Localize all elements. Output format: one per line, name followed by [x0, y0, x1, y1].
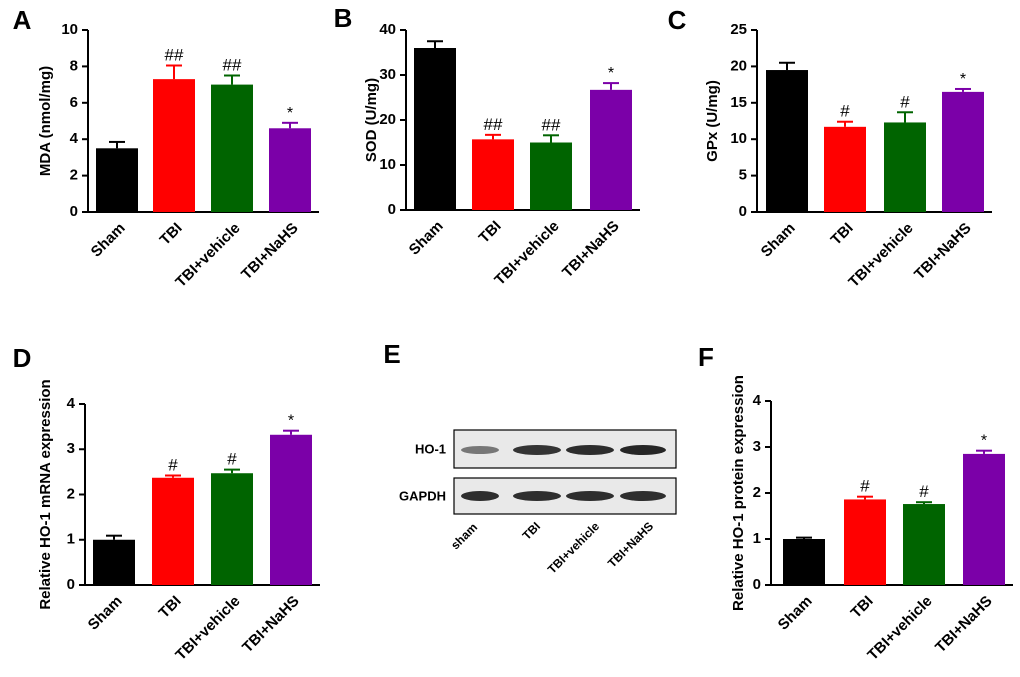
- y-axis-label: Relative HO-1 mRNA expression: [37, 379, 54, 609]
- significance-marker: ##: [165, 45, 184, 64]
- y-axis-label: GPx (U/mg): [704, 80, 721, 162]
- significance-marker: ##: [484, 115, 503, 134]
- bar-sham: [414, 48, 456, 210]
- significance-marker: *: [287, 105, 293, 122]
- blot-band: [461, 491, 499, 501]
- y-tick-label: 4: [753, 392, 762, 409]
- blot-band: [513, 491, 561, 501]
- bar-tbi-vehicle: [884, 122, 926, 212]
- y-tick-label: 8: [70, 57, 78, 74]
- bar-tbi: [844, 499, 886, 585]
- y-tick-label: 3: [753, 438, 761, 455]
- panel-letter: F: [698, 342, 714, 372]
- y-axis-label: SOD (U/mg): [363, 78, 380, 162]
- significance-marker: #: [227, 450, 237, 469]
- y-tick-label: 25: [730, 21, 747, 38]
- y-tick-label: 5: [739, 167, 747, 184]
- significance-marker: *: [981, 433, 987, 450]
- blot-band: [513, 445, 561, 455]
- y-tick-label: 15: [730, 94, 747, 111]
- y-tick-label: 2: [753, 484, 761, 501]
- bar-sham: [96, 148, 138, 212]
- panel-letter: C: [668, 5, 687, 35]
- y-tick-label: 40: [379, 21, 396, 38]
- bar-tbi-nahs: [590, 89, 632, 210]
- significance-marker: ##: [223, 56, 242, 75]
- bar-sham: [93, 539, 135, 585]
- blot-row-label: GAPDH: [399, 488, 446, 503]
- y-tick-label: 10: [379, 156, 396, 173]
- y-axis-label: Relative HO-1 protein expression: [730, 375, 747, 611]
- bar-tbi-vehicle: [903, 504, 945, 585]
- significance-marker: #: [919, 482, 929, 501]
- bar-tbi: [152, 477, 194, 585]
- bar-tbi: [824, 126, 866, 212]
- blot-band: [461, 446, 499, 454]
- y-tick-label: 10: [61, 21, 78, 38]
- bar-tbi: [472, 139, 514, 210]
- significance-marker: *: [960, 71, 966, 88]
- blot-row-label: HO-1: [415, 441, 446, 456]
- bar-tbi-vehicle: [211, 473, 253, 585]
- y-tick-label: 20: [730, 57, 747, 74]
- bar-tbi: [153, 79, 195, 212]
- y-tick-label: 4: [67, 395, 76, 412]
- y-tick-label: 30: [379, 66, 396, 83]
- y-tick-label: 3: [67, 440, 75, 457]
- y-tick-label: 2: [67, 485, 75, 502]
- bar-tbi-nahs: [963, 453, 1005, 585]
- y-tick-label: 0: [67, 576, 75, 593]
- y-tick-label: 20: [379, 111, 396, 128]
- significance-marker: *: [608, 65, 614, 82]
- significance-marker: #: [840, 102, 850, 121]
- bar-sham: [766, 70, 808, 212]
- y-tick-label: 0: [753, 576, 761, 593]
- panel-letter: E: [383, 339, 400, 369]
- y-tick-label: 0: [388, 201, 396, 218]
- significance-marker: #: [860, 477, 870, 496]
- y-tick-label: 0: [739, 203, 747, 220]
- bar-tbi-nahs: [942, 91, 984, 212]
- significance-marker: #: [900, 92, 910, 111]
- y-tick-label: 10: [730, 130, 747, 147]
- significance-marker: #: [168, 455, 178, 474]
- blot-band: [566, 491, 614, 501]
- panel-letter: B: [334, 3, 353, 33]
- blot-band: [620, 445, 666, 455]
- blot-band: [566, 445, 614, 455]
- bar-tbi-nahs: [269, 128, 311, 212]
- panel-letter: D: [13, 343, 32, 373]
- significance-marker: *: [288, 413, 294, 430]
- y-tick-label: 0: [70, 203, 78, 220]
- bar-sham: [783, 539, 825, 585]
- y-tick-label: 1: [753, 530, 761, 547]
- y-tick-label: 4: [70, 130, 79, 147]
- blot-band: [620, 491, 666, 501]
- y-tick-label: 1: [67, 531, 75, 548]
- significance-marker: ##: [542, 115, 561, 134]
- panel-letter: A: [13, 5, 32, 35]
- y-tick-label: 6: [70, 94, 78, 111]
- bar-tbi-nahs: [270, 434, 312, 585]
- y-axis-label: MDA (nmol/mg): [37, 66, 54, 176]
- bar-tbi-vehicle: [211, 84, 253, 212]
- bar-tbi-vehicle: [530, 142, 572, 210]
- y-tick-label: 2: [70, 167, 78, 184]
